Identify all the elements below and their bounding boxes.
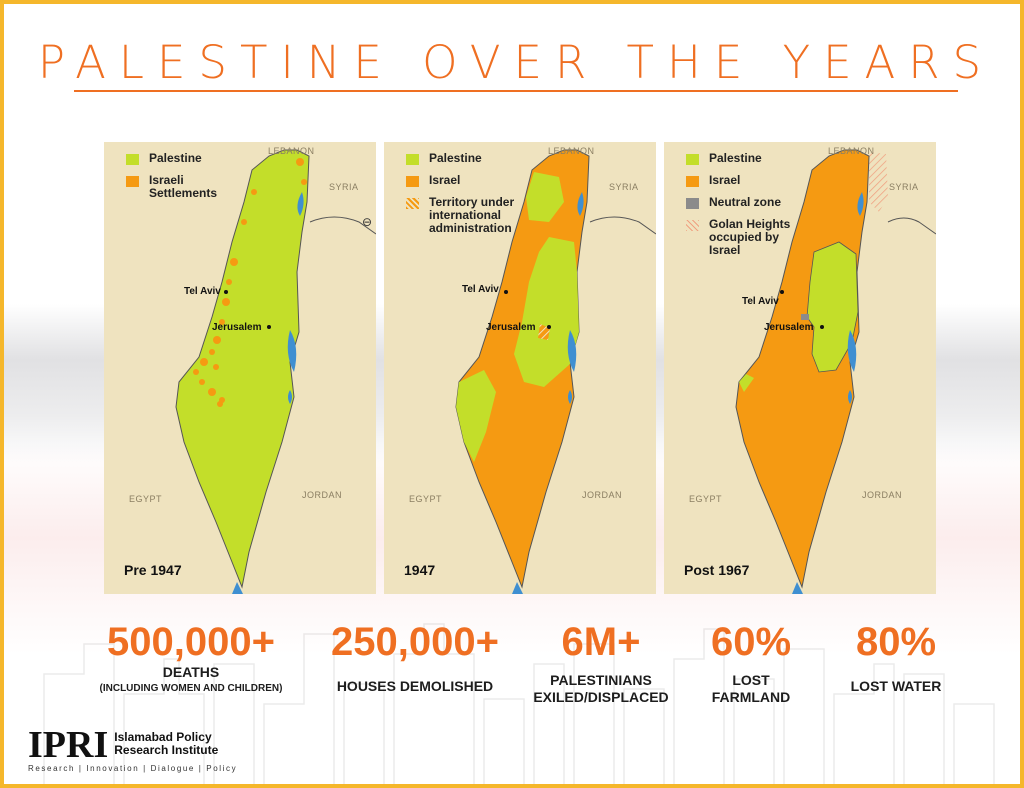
map-panel-1947: Palestine Israel Territory under interna… [384, 142, 656, 594]
legend-label: Israel [709, 173, 741, 187]
label-jordan: JORDAN [302, 490, 343, 500]
legend-item: Israel [686, 174, 790, 187]
label-syria: SYRIA [329, 182, 359, 192]
stat-label: PALESTINIANS EXILED/DISPLACED [533, 672, 669, 705]
map-period-label: Pre 1947 [124, 562, 182, 578]
label-jerusalem: Jerusalem [212, 322, 262, 333]
stat-lost-water: 80% LOST WATER [836, 620, 956, 695]
label-lebanon: LEBANON [268, 146, 315, 156]
legend-item: Territory under international administra… [406, 196, 514, 235]
label-tel-aviv: Tel Aviv [184, 286, 221, 297]
label-tel-aviv: Tel Aviv [742, 296, 779, 307]
stat-value: 500,000+ [107, 620, 275, 664]
stat-houses-demolished: 250,000+ HOUSES DEMOLISHED [308, 620, 522, 695]
legend-item: Israel [406, 174, 514, 187]
legend-item: Palestine [686, 152, 790, 165]
legend-label: Israeli Settlements [149, 173, 218, 200]
swatch-israel [686, 176, 699, 187]
label-egypt: EGYPT [129, 494, 163, 504]
stat-label: LOST FARMLAND [711, 672, 791, 705]
swatch-palestine [126, 154, 139, 165]
label-jerusalem: Jerusalem [486, 322, 536, 333]
label-jerusalem: Jerusalem [764, 322, 814, 333]
stat-value: 250,000+ [331, 620, 499, 664]
swatch-neutral-zone [686, 198, 699, 209]
map-legend: Palestine Israeli Settlements [126, 152, 217, 209]
stat-label: DEATHS [162, 664, 220, 680]
stat-value: 6M+ [561, 620, 641, 664]
logo-name: Islamabad Policy Research Institute [114, 730, 219, 757]
label-tel-aviv: Tel Aviv [462, 284, 499, 295]
map-legend: Palestine Israel Neutral zone Golan Heig… [686, 152, 790, 266]
label-syria: SYRIA [889, 182, 919, 192]
label-lebanon: LEBANON [828, 146, 875, 156]
swatch-palestine [406, 154, 419, 165]
logo-tagline: Research | Innovation | Dialogue | Polic… [28, 764, 238, 773]
map-1947 [384, 142, 656, 594]
map-panel-pre-1947: ⊖ Palestine Israeli Settlements LEBANON … [104, 142, 376, 594]
legend-item: Palestine [126, 152, 217, 165]
legend-label: Neutral zone [709, 195, 782, 209]
stat-label: LOST WATER [850, 678, 942, 694]
stat-value: 80% [855, 620, 937, 664]
stat-lost-farmland: 60% LOST FARMLAND [696, 620, 806, 706]
map-period-label: Post 1967 [684, 562, 750, 578]
map-pre-1947: ⊖ [104, 142, 376, 594]
legend-label: Israel [429, 173, 461, 187]
logo-acronym: IPRI [28, 724, 109, 766]
label-jordan: JORDAN [582, 490, 623, 500]
title-underline [74, 90, 958, 92]
legend-item: Golan Heights occupied by Israel [686, 218, 790, 257]
map-legend: Palestine Israel Territory under interna… [406, 152, 514, 244]
label-jordan: JORDAN [862, 490, 903, 500]
swatch-palestine [686, 154, 699, 165]
map-post-1967 [664, 142, 936, 594]
city-skyline-illustration [43, 623, 995, 784]
swatch-israel [126, 176, 139, 187]
map-panel-post-1967: Palestine Israel Neutral zone Golan Heig… [664, 142, 936, 594]
page-title: PALESTINE OVER THE YEARS [37, 36, 995, 89]
swatch-golan-heights [686, 220, 699, 231]
stat-deaths: 500,000+ DEATHS (INCLUDING WOMEN AND CHI… [88, 620, 294, 694]
stat-palestinians-displaced: 6M+ PALESTINIANS EXILED/DISPLACED [522, 620, 680, 706]
stat-value: 60% [710, 620, 792, 664]
swatch-israel [406, 176, 419, 187]
label-egypt: EGYPT [689, 494, 723, 504]
svg-text:⊖: ⊖ [362, 215, 372, 229]
stat-label: HOUSES DEMOLISHED [336, 678, 494, 694]
legend-item: Neutral zone [686, 196, 790, 209]
legend-item: Palestine [406, 152, 514, 165]
legend-label: Palestine [709, 151, 762, 165]
stat-sublabel: (INCLUDING WOMEN AND CHILDREN) [99, 683, 283, 694]
legend-label: Palestine [429, 151, 482, 165]
legend-label: Palestine [149, 151, 202, 165]
legend-label: Golan Heights occupied by Israel [709, 217, 791, 257]
label-syria: SYRIA [609, 182, 639, 192]
legend-item: Israeli Settlements [126, 174, 217, 200]
map-period-label: 1947 [404, 562, 436, 578]
legend-label: Territory under international administra… [429, 195, 515, 235]
swatch-international [406, 198, 419, 209]
label-egypt: EGYPT [409, 494, 443, 504]
label-lebanon: LEBANON [548, 146, 595, 156]
ipri-logo: IPRI Islamabad Policy Research Institute… [28, 724, 238, 773]
